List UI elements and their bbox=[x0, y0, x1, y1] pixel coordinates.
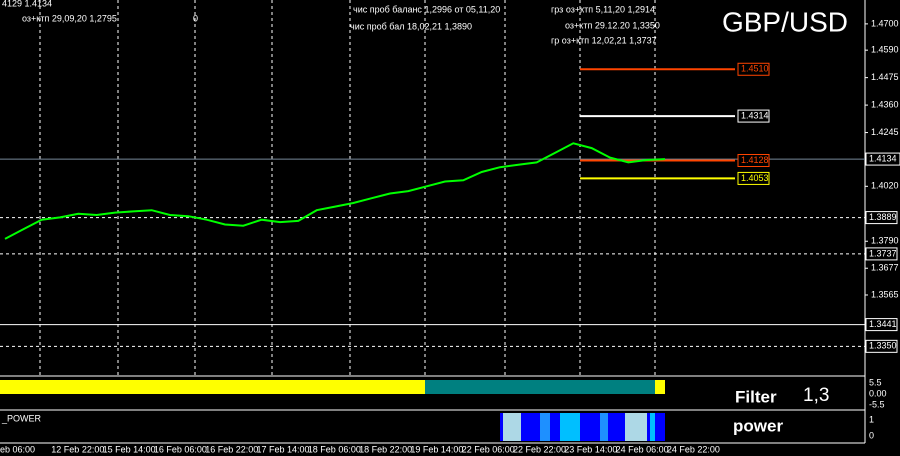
current-price-box bbox=[865, 152, 900, 166]
x-tick-label: 16 Feb 22:00 bbox=[205, 444, 258, 454]
level-label: 1.4053 bbox=[741, 173, 769, 183]
level-label: 1.3737 bbox=[869, 248, 897, 258]
annotation: грз оз+ктп 5,11,20 1,2914 bbox=[551, 4, 655, 14]
y-tick-label: 1.3790 bbox=[871, 236, 899, 246]
filter-label: Filter bbox=[735, 387, 777, 406]
level-label: 1.3889 bbox=[869, 212, 897, 222]
annotation: чис проб баланс 1,2996 от 05,11,20 bbox=[353, 4, 500, 14]
x-tick-label: 22 Feb 22:00 bbox=[513, 444, 566, 454]
level-box bbox=[737, 62, 770, 76]
current-price-label: 1.4134 bbox=[869, 153, 897, 163]
power-label: power bbox=[733, 416, 783, 435]
annotation: гр оз+ктп 12,02,21 1,3737 bbox=[551, 35, 657, 45]
price-line bbox=[4, 142, 666, 240]
power-bars bbox=[500, 413, 665, 441]
level-box bbox=[737, 109, 770, 123]
x-tick-label: 24 Feb 06:00 bbox=[616, 444, 669, 454]
chart-title: GBP/USD bbox=[722, 6, 848, 37]
level-label: 1.4510 bbox=[741, 64, 769, 74]
level-box bbox=[865, 247, 898, 261]
y-tick-label: 1.3677 bbox=[871, 263, 899, 273]
level-box bbox=[865, 211, 898, 225]
y-tick-label: 1.4700 bbox=[871, 18, 899, 28]
x-tick-label: 15 Feb 14:00 bbox=[103, 444, 156, 454]
power-tick: 0 bbox=[869, 430, 874, 440]
filter-tick: -5.5 bbox=[869, 399, 885, 409]
power-name: _POWER bbox=[1, 413, 42, 423]
x-tick-label: eb 06:00 bbox=[0, 444, 35, 454]
x-tick-label: 17 Feb 14:00 bbox=[257, 444, 310, 454]
y-tick-label: 1.4020 bbox=[871, 181, 899, 191]
y-tick-label: 1.4475 bbox=[871, 72, 899, 82]
level-label: 1.4314 bbox=[741, 110, 769, 120]
annotation: оз+ктп 29,09,20 1,2795 bbox=[22, 13, 117, 23]
filter-tick: 0.00 bbox=[869, 388, 887, 398]
level-box bbox=[865, 339, 898, 353]
level-label: 1.3441 bbox=[869, 319, 897, 329]
filter-bar bbox=[425, 380, 655, 394]
level-box bbox=[737, 154, 770, 168]
annotation: чис проб бал 18,02,21 1,3890 bbox=[350, 21, 472, 31]
x-tick-label: 19 Feb 14:00 bbox=[410, 444, 463, 454]
y-tick-label: 1.4245 bbox=[871, 127, 899, 137]
filter-value: 1,3 bbox=[803, 385, 829, 406]
level-label: 1.3350 bbox=[869, 341, 897, 351]
x-tick-label: 24 Feb 22:00 bbox=[667, 444, 720, 454]
panel-frames bbox=[0, 0, 866, 444]
x-tick-label: 12 Feb 22:00 bbox=[51, 444, 104, 454]
power-tick: 1 bbox=[869, 414, 874, 424]
x-tick-label: 23 Feb 14:00 bbox=[564, 444, 617, 454]
y-tick-label: 1.3565 bbox=[871, 289, 899, 299]
filter-tick: 5.5 bbox=[869, 377, 882, 387]
x-tick-label: 16 Feb 06:00 bbox=[154, 444, 207, 454]
level-box bbox=[737, 171, 770, 185]
annotation: оз+ктп 29.12.20 1,3350 bbox=[565, 20, 660, 30]
level-label: 1.4128 bbox=[741, 155, 769, 165]
filter-bar bbox=[655, 380, 665, 394]
y-tick-label: 1.4590 bbox=[871, 45, 899, 55]
x-tick-label: 22 Feb 06:00 bbox=[462, 444, 515, 454]
annotation: 0 bbox=[193, 13, 198, 23]
y-tick-label: 1.4360 bbox=[871, 99, 899, 109]
quote: 4129 1.4134 bbox=[2, 0, 52, 8]
level-box bbox=[865, 318, 898, 332]
x-tick-label: 18 Feb 22:00 bbox=[359, 444, 412, 454]
x-tick-label: 18 Feb 06:00 bbox=[308, 444, 361, 454]
filter-bar bbox=[0, 380, 425, 394]
